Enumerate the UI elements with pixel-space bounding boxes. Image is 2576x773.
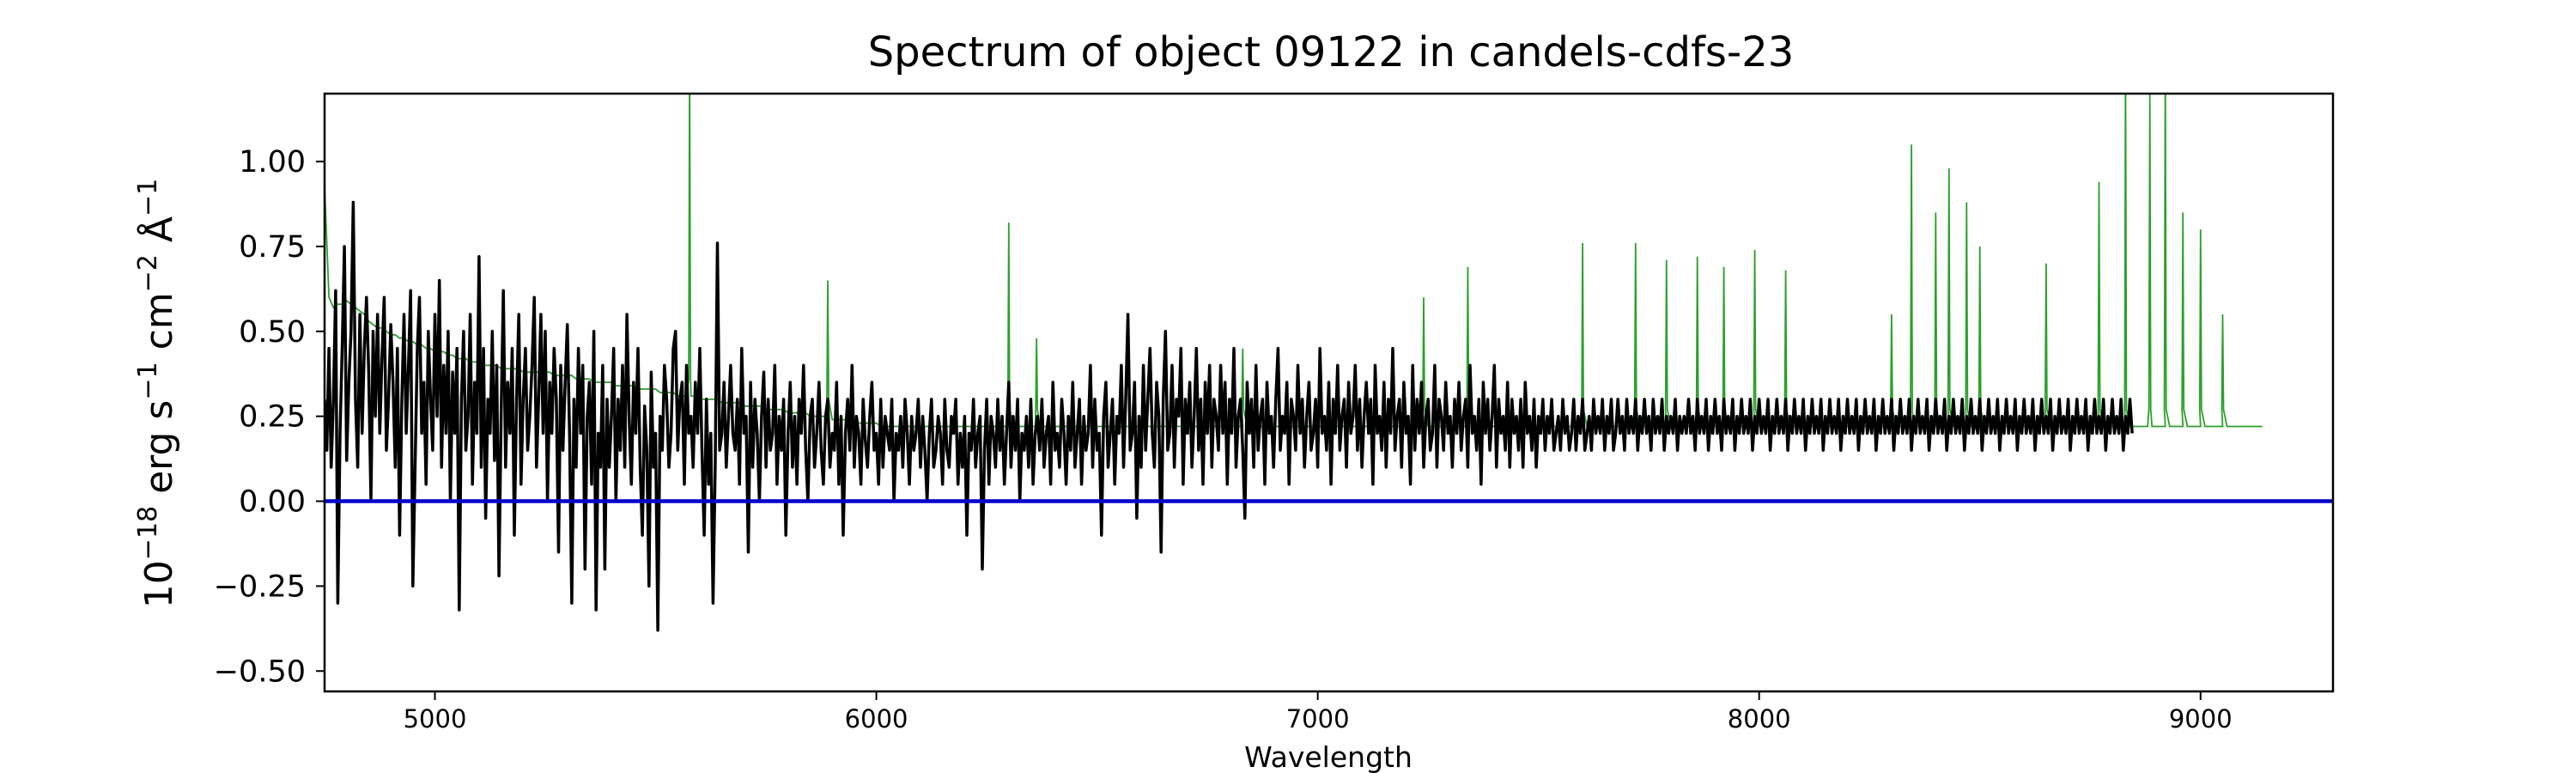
x-tick-label: 9000 (2169, 704, 2233, 733)
y-axis-label-group: 10−18 erg s−1 cm−2 Å−1 (133, 179, 181, 608)
x-tick-label: 5000 (404, 704, 467, 733)
y-tick-label: 0.50 (239, 315, 306, 350)
y-tick-label: 1.00 (239, 145, 306, 180)
y-tick-label: 0.25 (239, 400, 306, 435)
x-tick-label: 6000 (845, 704, 908, 733)
y-axis-label-unit1: erg s (137, 400, 181, 506)
x-axis: 5000 6000 7000 8000 9000 (404, 691, 2233, 733)
y-axis-label-exp1: −1 (133, 362, 163, 399)
y-tick-label: −0.25 (214, 569, 306, 604)
y-axis: −0.50 −0.25 0.00 0.25 0.50 0.75 1.00 (214, 145, 325, 689)
y-axis-label-exp2: −2 (133, 254, 163, 292)
x-tick-label: 7000 (1286, 704, 1350, 733)
plot-frame (323, 92, 2335, 693)
y-axis-label: 10−18 erg s−1 cm−2 Å−1 (133, 179, 181, 608)
series-layer (325, 94, 2333, 632)
y-tick-label: 0.00 (239, 485, 306, 520)
y-axis-label-base: 10 (137, 560, 181, 608)
y-axis-label-exp3: −1 (133, 179, 163, 216)
x-axis-label: Wavelength (1244, 740, 1413, 773)
chart-title: Spectrum of object 09122 in candels-cdfs… (868, 28, 1795, 76)
y-axis-label-exp: −18 (133, 506, 163, 560)
flux-spectrum-line (325, 200, 2134, 632)
x-tick-label: 8000 (1728, 704, 1791, 733)
y-tick-label: 0.75 (239, 230, 306, 265)
y-axis-label-unit3: Å (136, 216, 181, 254)
y-axis-label-unit2: cm (137, 292, 181, 362)
y-tick-label: −0.50 (214, 654, 306, 689)
